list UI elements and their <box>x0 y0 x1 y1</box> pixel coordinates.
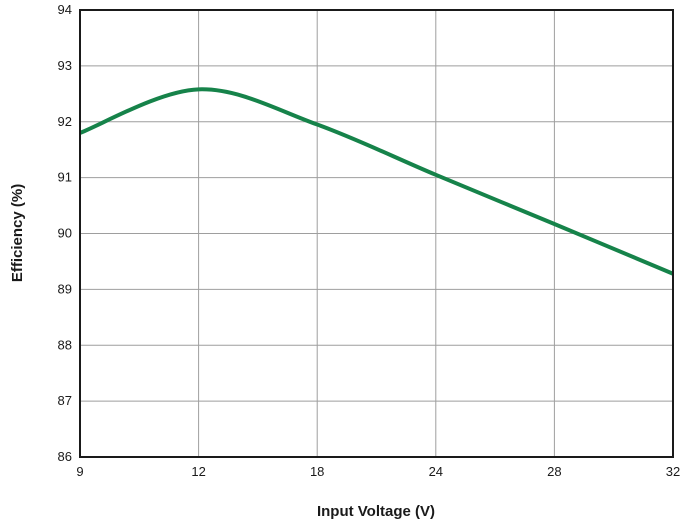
x-tick-label: 28 <box>547 464 561 479</box>
x-tick-label: 24 <box>429 464 443 479</box>
y-axis-title: Efficiency (%) <box>9 184 26 282</box>
y-tick-label: 87 <box>58 393 72 408</box>
y-tick-label: 86 <box>58 449 72 464</box>
y-tick-label: 91 <box>58 170 72 185</box>
x-tick-label: 12 <box>191 464 205 479</box>
x-tick-label: 32 <box>666 464 680 479</box>
efficiency-series-line <box>79 87 674 276</box>
y-tick-labels: 86 87 88 89 90 91 92 93 94 <box>58 2 72 464</box>
x-tick-label: 9 <box>76 464 83 479</box>
y-tick-label: 90 <box>58 226 72 241</box>
y-tick-label: 92 <box>58 114 72 129</box>
y-tick-label: 94 <box>58 2 72 17</box>
y-tick-label: 88 <box>58 337 72 352</box>
grid-lines <box>80 10 673 457</box>
x-tick-label: 18 <box>310 464 324 479</box>
plot-frame <box>79 9 674 458</box>
y-tick-label: 89 <box>58 281 72 296</box>
series-layer <box>79 87 674 276</box>
y-tick-label: 93 <box>58 58 72 73</box>
x-axis-title: Input Voltage (V) <box>317 503 435 520</box>
x-tick-labels: 9 12 18 24 28 32 <box>76 464 680 479</box>
